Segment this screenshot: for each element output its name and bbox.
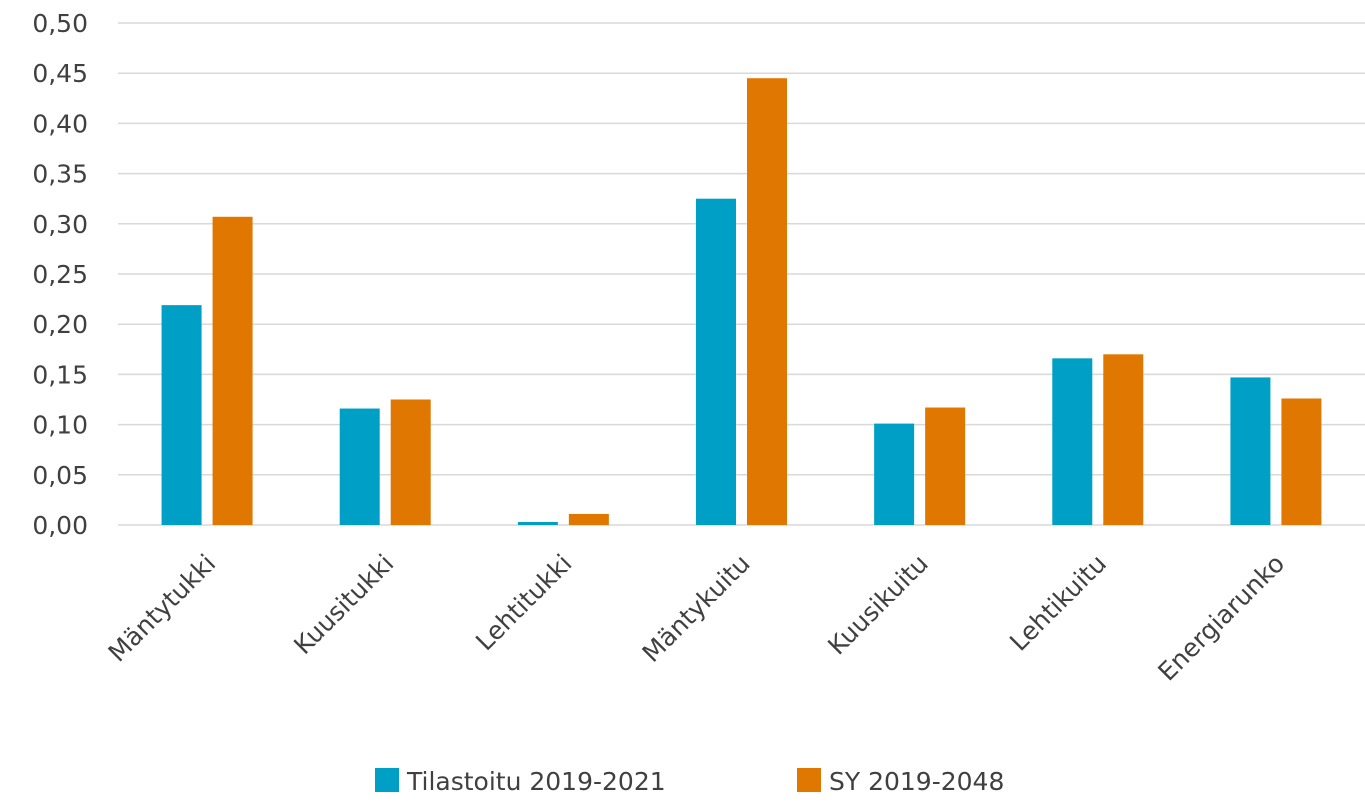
legend-label: Tilastoitu 2019-2021 [406,767,666,796]
y-tick-label: 0,00 [32,511,88,540]
bar-series-2-4 [747,78,787,525]
y-tick-label: 0,10 [32,411,88,440]
bar-series-1-7 [1230,377,1271,525]
x-category-label: Mäntytukki [103,549,222,668]
bar-series-2-7 [1281,398,1322,525]
legend-label: SY 2019-2048 [829,767,1004,796]
y-tick-label: 0,05 [32,461,88,490]
x-category-label: Lehtikuitu [1004,549,1112,657]
bar-series-2-6 [1103,354,1144,525]
bar-series-2-3 [568,513,609,525]
bar-series-2-5 [925,407,966,525]
x-category-label: Kuusitukki [288,549,399,660]
y-tick-label: 0,50 [32,9,88,38]
x-category-label: Energiarunko [1152,549,1290,687]
bar-series-2-2 [390,399,431,525]
y-tick-label: 0,25 [32,260,88,289]
legend: Tilastoitu 2019-2021 SY 2019-2048 [375,767,1004,796]
legend-swatch [797,768,821,792]
y-tick-label: 0,20 [32,310,88,339]
y-tick-label: 0,40 [32,109,88,138]
bar-series-1-5 [874,423,915,525]
x-axis-category-labels: Mäntytukki Kuusitukki Lehtitukki Mäntykuitu… [103,549,1291,687]
bar-series-1-3 [517,521,558,525]
y-axis-tick-labels: 0,00 0,05 0,10 0,15 0,20 0,25 0,30 0,35 0,40 0,45… [32,9,88,540]
bar-series-1-1 [161,305,202,525]
legend-swatch [375,768,399,792]
x-category-label: Lehtitukki [470,549,577,656]
bar-series-1-2 [339,408,380,525]
y-tick-label: 0,45 [32,59,88,88]
y-tick-label: 0,30 [32,210,88,239]
x-category-label: Kuusikuitu [822,549,934,661]
y-tick-label: 0,15 [32,360,88,389]
x-category-label: Mäntykuitu [637,549,756,668]
bars [161,78,1322,525]
gridlines [118,22,1365,526]
y-tick-label: 0,35 [32,160,88,189]
bar-series-2-1 [212,216,253,525]
bar-series-1-6 [1052,358,1093,525]
bar-series-1-4 [696,198,736,525]
